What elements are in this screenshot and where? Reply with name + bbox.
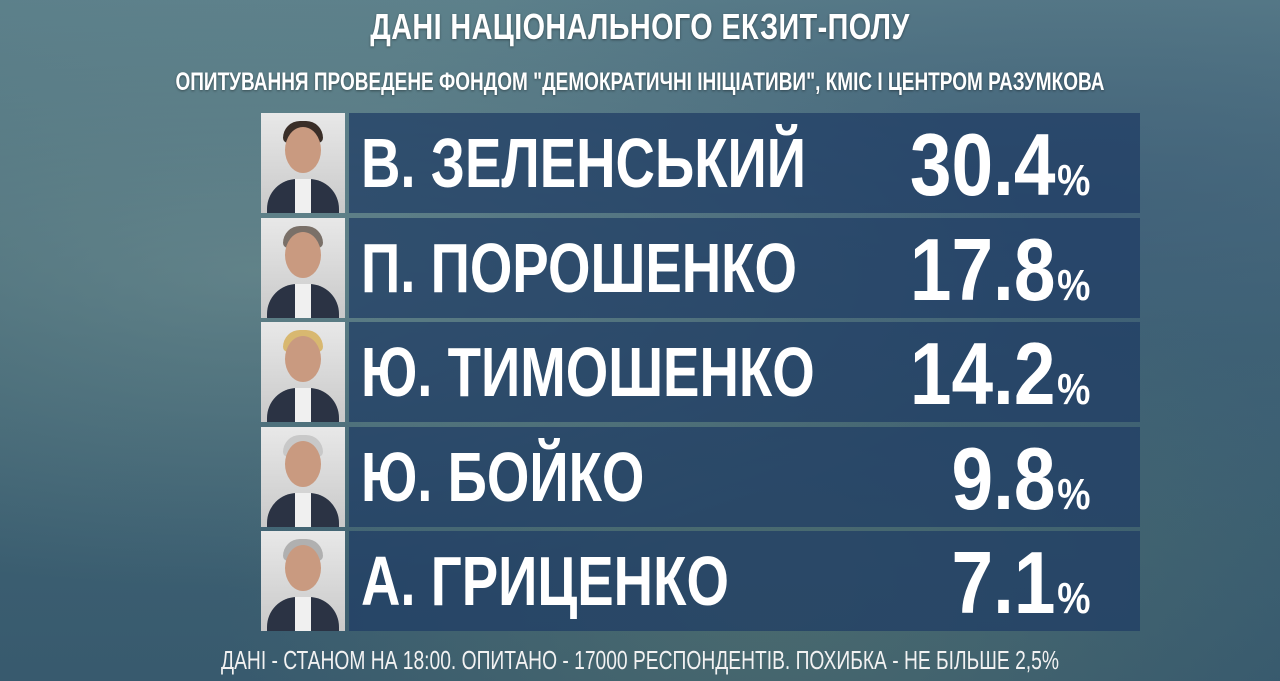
candidate-percent: 9.8% [951, 433, 1090, 541]
percent-value: 30.4 [909, 115, 1056, 214]
candidate-name: Ю. ТИМОШЕНКО [361, 333, 815, 411]
percent-value: 14.2 [909, 324, 1056, 423]
candidate-photo [261, 218, 345, 318]
candidate-percent: 30.4% [909, 119, 1090, 227]
page-title: ДАНІ НАЦІОНАЛЬНОГО ЕКЗИТ-ПОЛУ [370, 6, 910, 47]
candidate-percent: 7.1% [951, 537, 1090, 645]
candidate-name: В. ЗЕЛЕНСЬКИЙ [361, 124, 807, 202]
candidate-photo [261, 427, 345, 527]
percent-sign: % [1056, 261, 1090, 310]
candidate-name: Ю. БОЙКО [361, 438, 645, 516]
candidate-percent: 17.8% [909, 224, 1090, 332]
percent-sign: % [1056, 156, 1090, 205]
percent-sign: % [1056, 365, 1090, 414]
result-bar [349, 427, 1140, 527]
table-row: А. ГРИЦЕНКО 7.1% [261, 531, 1140, 631]
footer-note: ДАНІ - СТАНОМ НА 18:00. ОПИТАНО - 17000 … [221, 645, 1059, 675]
percent-sign: % [1056, 574, 1090, 623]
result-bar [349, 531, 1140, 631]
table-row: В. ЗЕЛЕНСЬКИЙ 30.4% [261, 113, 1140, 213]
result-bar [349, 113, 1140, 213]
candidate-name: П. ПОРОШЕНКО [361, 229, 797, 307]
percent-value: 7.1 [951, 533, 1056, 632]
candidate-photo [261, 113, 345, 213]
page-subtitle: ОПИТУВАННЯ ПРОВЕДЕНЕ ФОНДОМ "ДЕМОКРАТИЧН… [175, 68, 1105, 96]
candidate-name: А. ГРИЦЕНКО [361, 542, 729, 620]
table-row: Ю. БОЙКО 9.8% [261, 427, 1140, 527]
result-bar [349, 322, 1140, 422]
percent-sign: % [1056, 470, 1090, 519]
table-row: П. ПОРОШЕНКО 17.8% [261, 218, 1140, 318]
table-row: Ю. ТИМОШЕНКО 14.2% [261, 322, 1140, 422]
candidate-photo [261, 322, 345, 422]
candidate-percent: 14.2% [909, 328, 1090, 436]
percent-value: 9.8 [951, 429, 1056, 528]
result-bar [349, 218, 1140, 318]
percent-value: 17.8 [909, 220, 1056, 319]
candidate-photo [261, 531, 345, 631]
